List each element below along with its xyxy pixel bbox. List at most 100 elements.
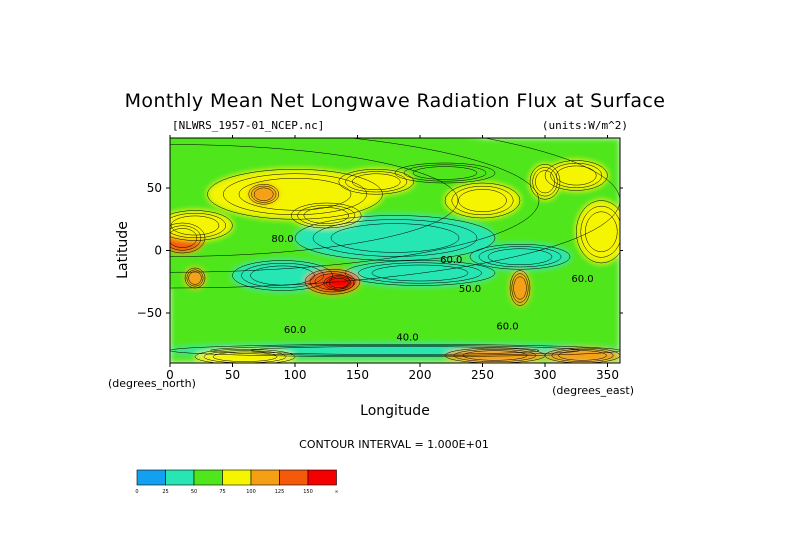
contour-line: [453, 349, 537, 362]
plot-area: 80.0 60.0 50.0 60.0 60.0 40.0 60.0: [170, 138, 620, 363]
contour-line: [170, 225, 202, 251]
contour-lines: [170, 138, 620, 363]
contour-label: 80.0: [271, 234, 293, 245]
value-region: [510, 270, 530, 306]
x-tick-label: 50: [225, 368, 240, 382]
contour-line: [170, 344, 620, 357]
contour-line: [330, 223, 460, 253]
contour-label: 60.0: [284, 325, 306, 336]
contour-line: [532, 167, 558, 197]
value-region: [545, 160, 608, 191]
contour-line: [170, 210, 233, 241]
x-axis-label: Longitude: [360, 403, 430, 419]
contour-label: 40.0: [396, 333, 418, 344]
contour-line: [170, 138, 540, 273]
contour-line: [212, 351, 278, 362]
contour-line: [511, 273, 529, 303]
colorbar-end-label: ∞: [334, 489, 338, 495]
contour-line: [170, 215, 220, 236]
contour-line: [462, 350, 528, 361]
colorbar-label: 100: [246, 489, 256, 495]
units-label: (units:W/m^2): [542, 119, 628, 132]
contour-line: [558, 350, 607, 361]
value-region: [470, 244, 570, 270]
contour-line: [544, 160, 608, 191]
contour-line: [294, 215, 496, 261]
value-region: [295, 215, 495, 261]
colorbar-swatch: [165, 469, 195, 486]
contour-line: [550, 162, 603, 189]
contour-line: [529, 164, 561, 200]
contour-line: [238, 178, 352, 211]
contour-line: [297, 205, 356, 226]
contour-line: [513, 276, 527, 300]
colorbar-label: 125: [275, 489, 285, 495]
contour-label: 60.0: [571, 274, 593, 285]
contour-line: [509, 270, 531, 306]
contour-line: [170, 144, 459, 257]
chart-title: Monthly Mean Net Longwave Radiation Flux…: [125, 90, 666, 112]
colorbar-swatch: [222, 469, 252, 486]
value-region: [576, 200, 620, 263]
contour-interval-label: CONTOUR INTERVAL = 1.000E+01: [299, 438, 489, 451]
contour-label: 60.0: [440, 255, 462, 266]
contour-line: [469, 244, 571, 270]
contour-line: [170, 212, 226, 239]
contour-line: [303, 207, 349, 224]
value-region: [345, 260, 495, 286]
contour-line: [487, 248, 553, 265]
value-region: [395, 163, 495, 183]
contour-line: [458, 189, 507, 212]
contour-label: 50.0: [459, 284, 481, 295]
contour-line: [478, 246, 562, 268]
contour-line: [444, 182, 521, 219]
contour-line: [312, 219, 478, 257]
contour-line: [232, 260, 333, 291]
x-axis-unit: (degrees_east): [552, 384, 634, 397]
contour-line: [194, 349, 296, 363]
contour-line: [223, 173, 367, 215]
contour-label: 60.0: [496, 321, 518, 332]
y-axis-ticks: 50 0 −50: [137, 181, 623, 320]
contour-line: [251, 185, 277, 203]
x-tick-label: 100: [284, 368, 307, 382]
contour-line: [412, 166, 478, 180]
contour-line: [585, 211, 618, 252]
x-tick-label: 0: [166, 368, 174, 382]
contour-line: [309, 271, 356, 293]
contour-line: [576, 200, 620, 264]
contour-line: [323, 275, 354, 291]
value-region: [185, 268, 205, 288]
y-axis-label: Latitude: [115, 221, 131, 279]
contour-line: [556, 165, 597, 186]
contour-line: [253, 187, 274, 201]
colorbar-label: 150: [303, 489, 313, 495]
contour-line: [403, 164, 487, 182]
colorbar: 0 25 50 75 100 125 150 ∞: [135, 469, 339, 495]
colorbar-swatch: [136, 469, 166, 486]
y-tick-label: −50: [137, 306, 162, 320]
contour-line: [291, 202, 362, 229]
y-tick-label: 0: [154, 244, 162, 258]
contour-line: [186, 269, 204, 287]
contour-line: [188, 271, 202, 285]
x-tick-label: 350: [596, 368, 619, 382]
contour-line: [170, 222, 206, 254]
contour-line: [326, 276, 352, 290]
value-region: [248, 184, 279, 205]
colorbar-label: 50: [191, 489, 197, 495]
contour-line: [580, 205, 620, 258]
x-tick-label: 250: [471, 368, 494, 382]
y-axis-unit: (degrees_north): [108, 377, 196, 390]
contour-line: [535, 170, 555, 194]
value-region: [170, 210, 233, 241]
contour-line: [338, 169, 414, 195]
contour-line: [304, 269, 361, 295]
y-tick-label: 50: [147, 181, 162, 195]
value-region: [338, 169, 414, 195]
value-region: [445, 348, 545, 363]
colorbar-swatch: [250, 469, 280, 486]
x-axis-ticks: 0 50 100 150 200 250 300 350: [166, 135, 619, 382]
contour-line: [394, 162, 496, 184]
